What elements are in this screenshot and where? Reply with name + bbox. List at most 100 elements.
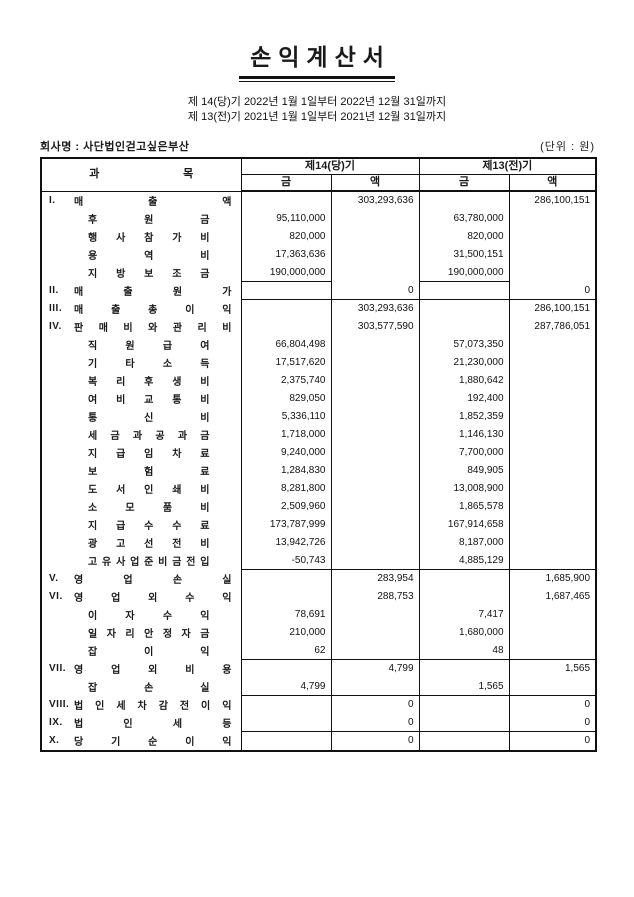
amount-cell-previous-aek [508,479,597,498]
amount-cell-previous-aek [508,371,597,390]
row-roman-prefix: VIII. [49,699,70,710]
amount-cell-current-aek [330,623,420,642]
amount-cell-previous-geum: 4,885,129 [418,551,510,570]
amount-cell-current-geum: 13,942,726 [240,533,331,552]
amount-cell-previous-geum: 1,880,642 [418,371,510,390]
amount-cell-current-geum [240,299,331,318]
row-roman-prefix: II. [49,285,59,296]
amount-cell-previous-geum: 167,914,658 [418,515,510,534]
amount-cell-previous-aek [508,245,597,264]
amount-cell-current-geum: 9,240,000 [240,443,331,462]
amount-cell-previous-aek [508,461,597,480]
amount-cell-previous-aek [508,263,597,282]
amount-cell-previous-geum: 1,565 [418,677,510,696]
page-title: 손익계산서 [239,38,395,82]
amount-cell-previous-geum: 190,000,000 [418,263,510,282]
amount-cell-previous-geum: 57,073,350 [418,335,510,354]
amount-cell-current-aek [330,227,420,246]
amount-cell-current-geum: 8,281,800 [240,479,331,498]
amount-cell-current-geum: 95,110,000 [240,209,331,228]
amount-cell-current-geum: 5,336,110 [240,407,331,426]
amount-header-geum-previous: 금 [418,174,510,192]
amount-cell-previous-geum: 13,008,900 [418,479,510,498]
amount-cell-previous-aek [508,605,597,624]
amount-cell-current-aek: 0 [330,281,420,300]
amount-cell-previous-aek [508,335,597,354]
amount-cell-current-aek [330,497,420,516]
period-line-previous: 제 13(전)기 2021년 1월 1일부터 2021년 12월 31일까지 [187,111,447,123]
amount-cell-previous-aek: 0 [508,731,597,751]
amount-cell-previous-aek: 0 [508,695,597,714]
amount-header-geum-current: 금 [240,174,331,192]
amount-cell-previous-aek [508,677,597,696]
amount-cell-previous-geum: 1,146,130 [418,425,510,444]
previous-period-header: 제13(전)기 [418,158,597,175]
amount-cell-current-aek [330,371,420,390]
amount-cell-current-geum: 190,000,000 [240,263,331,282]
amount-cell-current-aek [330,533,420,552]
amount-cell-previous-geum [418,587,510,606]
amount-cell-current-aek [330,605,420,624]
amount-cell-current-aek [330,353,420,372]
row-roman-prefix: VI. [49,591,63,602]
amount-cell-current-aek [330,479,420,498]
amount-cell-previous-aek [508,443,597,462]
amount-cell-current-aek: 303,577,590 [330,317,420,336]
amount-cell-previous-aek [508,497,597,516]
amount-cell-previous-aek [508,515,597,534]
amount-cell-current-geum: 4,799 [240,677,331,696]
amount-cell-current-geum [240,281,331,300]
unit-label: (단위 : 원) [540,141,595,153]
amount-cell-previous-aek: 286,100,151 [508,299,597,318]
amount-cell-previous-geum: 820,000 [418,227,510,246]
row-roman-prefix: I. [49,195,56,206]
amount-cell-previous-aek: 1,685,900 [508,569,597,588]
amount-cell-previous-geum [418,569,510,588]
amount-cell-current-aek [330,209,420,228]
amount-header-aek-previous: 액 [508,174,597,192]
amount-cell-previous-aek [508,227,597,246]
amount-cell-previous-aek: 287,786,051 [508,317,597,336]
